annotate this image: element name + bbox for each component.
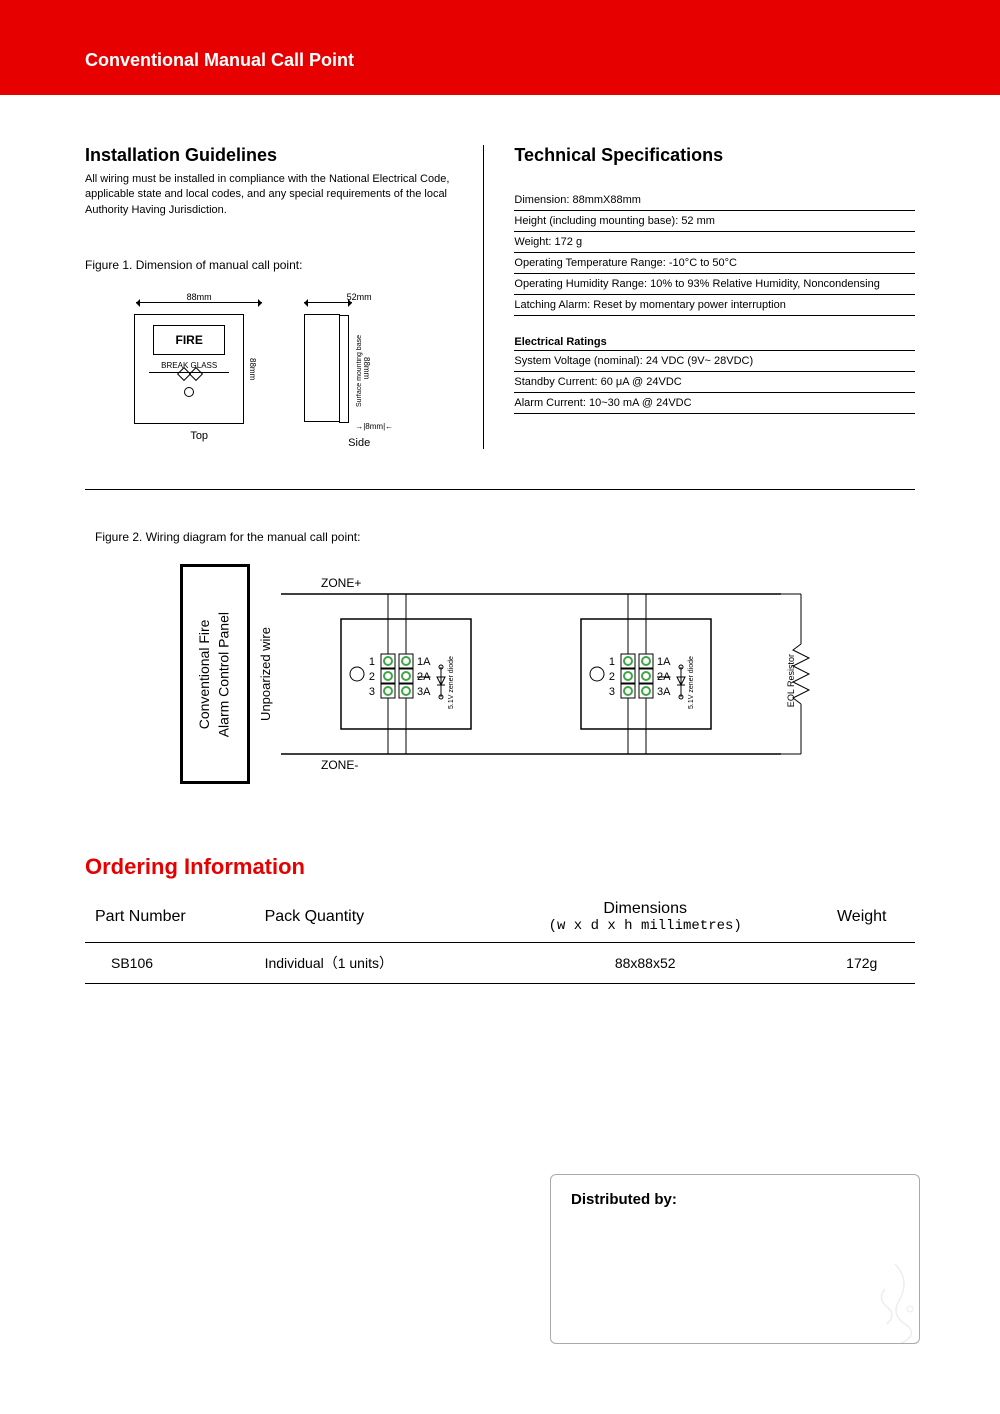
cell-part: SB106 (85, 943, 255, 984)
svg-text:5.1V zener diode: 5.1V zener diode (688, 656, 695, 709)
specs-title: Technical Specifications (514, 145, 915, 166)
figure2-caption: Figure 2. Wiring diagram for the manual … (95, 530, 915, 544)
svg-text:5.1V zener diode: 5.1V zener diode (448, 656, 455, 709)
install-title: Installation Guidelines (85, 145, 463, 166)
page-title: Conventional Manual Call Point (85, 50, 1000, 71)
ordering-table: Part Number Pack Quantity Dimensions (w … (85, 892, 915, 984)
side-height-label: 88mm (362, 357, 371, 379)
elec-row: Standby Current: 60 μA @ 24VDC (514, 372, 915, 393)
col-weight: Weight (808, 892, 915, 943)
svg-text:2: 2 (609, 671, 615, 683)
figure2-section: Figure 2. Wiring diagram for the manual … (85, 530, 915, 784)
svg-text:3: 3 (609, 686, 615, 698)
svg-text:1A: 1A (417, 656, 431, 668)
cell-pack: Individual（1 units） (255, 943, 482, 984)
svg-text:2: 2 (369, 671, 375, 683)
wiring-diagram: Conventional Fire Alarm Control Panel Un… (180, 564, 820, 784)
unpolarized-label: Unpoarized wire (258, 627, 273, 721)
top-height-label: 88mm (248, 358, 257, 380)
elec-row: System Voltage (nominal): 24 VDC (9V~ 28… (514, 351, 915, 372)
figure1-caption: Figure 1. Dimension of manual call point… (85, 258, 463, 272)
control-panel-box: Conventional Fire Alarm Control Panel (180, 564, 250, 784)
top-width-label: 88mm (134, 292, 264, 302)
spec-row: Latching Alarm: Reset by momentary power… (514, 295, 915, 316)
dimension-diagram: 88mm FIRE BREAK GLASS 88mm Top (85, 292, 463, 449)
installation-column: Installation Guidelines All wiring must … (85, 145, 483, 449)
cell-dim: 88x88x52 (482, 943, 809, 984)
svg-text:1: 1 (609, 656, 615, 668)
top-caption: Top (134, 430, 264, 442)
table-row: SB106 Individual（1 units） 88x88x52 172g (85, 943, 915, 984)
dist-title: Distributed by: (571, 1191, 899, 1208)
elec-row: Alarm Current: 10~30 mA @ 24VDC (514, 393, 915, 414)
spec-row: Operating Temperature Range: -10°C to 50… (514, 253, 915, 274)
col-pack: Pack Quantity (255, 892, 482, 943)
col-dim: Dimensions (w x d x h millimetres) (482, 892, 809, 943)
ordering-title: Ordering Information (85, 854, 915, 880)
page-header: Conventional Manual Call Point (0, 0, 1000, 95)
svg-text:1A: 1A (657, 656, 671, 668)
side-width-label: 52mm (304, 292, 414, 302)
svg-text:3: 3 (369, 686, 375, 698)
spec-row: Weight: 172 g (514, 232, 915, 253)
elec-title: Electrical Ratings (514, 336, 915, 348)
fire-label: FIRE (153, 325, 225, 355)
svg-text:3A: 3A (417, 686, 431, 698)
eol-label: EOL Resistor (786, 654, 796, 707)
side-offset: →|8mm|← (334, 422, 414, 431)
side-caption: Side (304, 437, 414, 449)
svg-text:2A: 2A (657, 671, 671, 683)
distributed-by-box: Distributed by: (550, 1174, 920, 1344)
control-panel-label: Conventional Fire Alarm Control Panel (195, 612, 234, 737)
decorative-swirl-icon (865, 1259, 920, 1344)
break-glass-label: BREAK GLASS (135, 361, 243, 370)
svg-text:2A: 2A (417, 671, 431, 683)
cell-weight: 172g (808, 943, 915, 984)
specs-column: Technical Specifications Dimension: 88mm… (483, 145, 915, 449)
side-base-label: Surface mounting base (356, 335, 363, 407)
svg-text:3A: 3A (657, 686, 671, 698)
spec-row: Dimension: 88mmX88mm (514, 190, 915, 211)
spec-row: Operating Humidity Range: 10% to 93% Rel… (514, 274, 915, 295)
spec-row: Height (including mounting base): 52 mm (514, 211, 915, 232)
svg-text:1: 1 (369, 656, 375, 668)
install-body: All wiring must be installed in complian… (85, 172, 463, 218)
col-part: Part Number (85, 892, 255, 943)
